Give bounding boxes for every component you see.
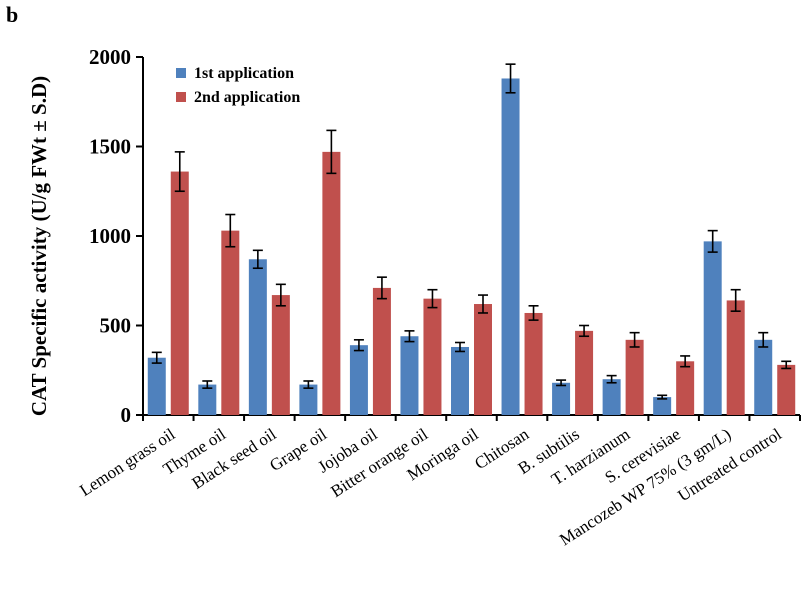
legend: 1st application 2nd application [176, 65, 300, 106]
bar [322, 151, 341, 415]
bar [653, 397, 672, 415]
bar [625, 339, 644, 415]
y-tick-label: 1000 [89, 224, 131, 248]
bar [501, 78, 520, 415]
bar [754, 339, 773, 415]
y-tick-label: 0 [121, 403, 132, 427]
y-tick-label: 2000 [89, 45, 131, 69]
bar [703, 241, 722, 415]
bar [451, 346, 469, 415]
bar [271, 295, 290, 415]
panel-label: b [6, 2, 19, 27]
bar [198, 384, 217, 415]
bar [147, 357, 166, 415]
legend-swatch [176, 68, 186, 78]
bar [602, 379, 621, 415]
legend-swatch [176, 92, 186, 102]
bar [170, 171, 189, 415]
error-bars [151, 63, 792, 400]
legend-label: 2nd application [194, 89, 300, 106]
bar [423, 298, 442, 415]
bar [221, 230, 240, 415]
bar [676, 361, 695, 415]
bar [400, 336, 419, 415]
bar [552, 382, 571, 415]
y-tick-label: 1500 [89, 135, 131, 159]
bar [726, 300, 745, 415]
bar [372, 287, 391, 415]
bar [248, 259, 267, 415]
bar [349, 345, 368, 415]
y-tick-label: 500 [100, 314, 132, 338]
bar [299, 384, 318, 415]
bar [474, 304, 492, 415]
axes: 0 500 1000 1500 2000 CAT Specific activity (U… [27, 45, 801, 549]
bar [575, 330, 594, 415]
bars [147, 78, 796, 415]
y-axis-label: CAT Specific activity (U/g FWt ± S.D) [27, 76, 51, 416]
bar [777, 364, 796, 415]
bar [524, 312, 543, 415]
legend-label: 1st application [194, 65, 294, 82]
